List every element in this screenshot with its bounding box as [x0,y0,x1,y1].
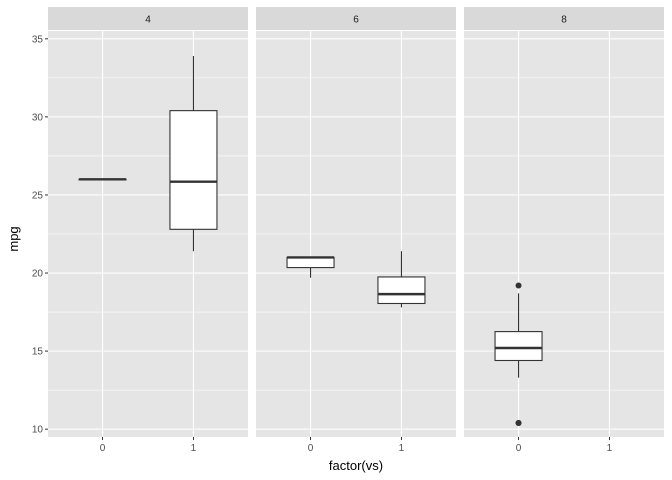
x-tick-label: 1 [607,443,613,454]
x-tick-label: 1 [399,443,405,454]
box-iqr [286,256,335,269]
facet-panel-4: 4 0 1 [48,7,248,454]
facet-strip [256,7,456,30]
facet-panels: 4 0 1 6 0 1 8 0 1 [48,7,664,454]
y-axis-title: mpg [6,226,21,251]
y-tick-label: 35 [32,34,44,45]
boxplot-6-0 [286,256,335,278]
boxplot-6-1 [377,251,426,308]
facet-strip-label: 8 [561,15,567,26]
y-tick-label: 15 [32,347,44,358]
box-iqr [169,110,218,230]
facet-strip-label: 4 [145,15,151,26]
x-tick-label: 0 [516,443,522,454]
y-tick-label: 30 [32,112,44,123]
x-tick-label: 1 [191,443,197,454]
outlier-point [515,282,522,289]
x-tick-label: 0 [308,443,314,454]
facet-strip [464,7,664,30]
y-tick-label: 10 [32,425,44,436]
boxplot-8-0 [494,282,543,426]
y-tick-label: 25 [32,190,44,201]
boxplot-4-1 [169,55,218,252]
box-iqr [377,276,426,305]
outlier-point [515,419,522,426]
x-axis-title: factor(vs) [329,458,383,473]
box-iqr [494,331,543,362]
x-tick-label: 0 [100,443,106,454]
facet-strip [48,7,248,30]
boxplot-4-0 [78,178,127,181]
y-tick-label: 20 [32,269,44,280]
facet-strip-label: 6 [353,15,359,26]
y-axis: 10 15 20 25 30 35 [32,34,48,436]
facet-panel-8: 8 0 1 [464,7,664,454]
facet-panel-6: 6 0 1 [256,7,456,454]
